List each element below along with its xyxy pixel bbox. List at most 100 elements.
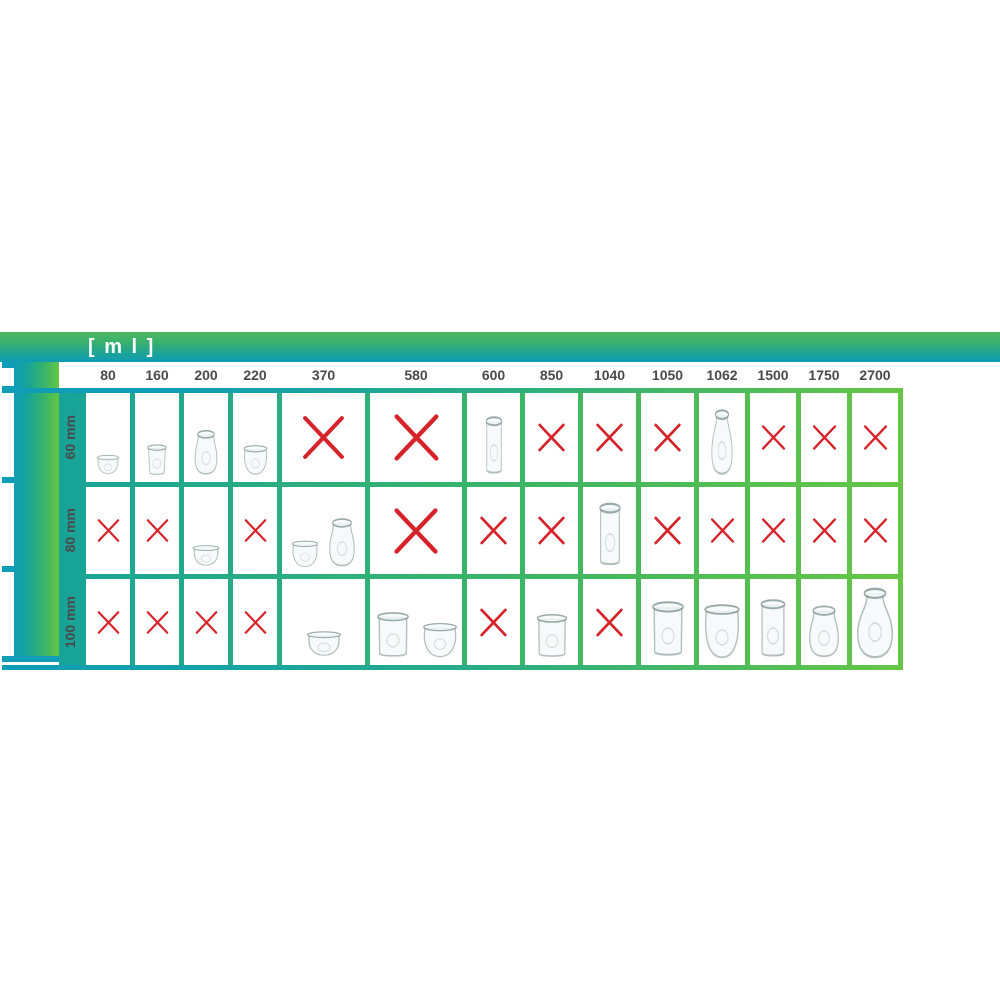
cell-60-mm-1062[interactable] [699,393,745,482]
cell-60-mm-2700[interactable] [852,393,898,482]
column-header-1750[interactable]: 1750 [801,362,847,388]
cell-80-mm-370[interactable] [282,487,365,574]
column-header-1040[interactable]: 1040 [583,362,636,388]
column-header-80[interactable]: 80 [86,362,130,388]
column-header-1050[interactable]: 1050 [641,362,694,388]
column-header-160[interactable]: 160 [135,362,179,388]
left-bar-cap-bottom [2,656,62,662]
cell-100-mm-600[interactable] [467,579,520,665]
cell-80-mm-2700[interactable] [852,487,898,574]
cell-60-mm-1050[interactable] [641,393,694,482]
jar-icon-mold-straight [645,595,691,661]
column-header-580[interactable]: 580 [370,362,462,388]
cell-content [852,579,898,665]
unavailable-x-icon [233,487,277,574]
cell-content [370,579,462,665]
column-header-370[interactable]: 370 [282,362,365,388]
jar-icon-tulip [288,536,322,570]
cell-100-mm-1500[interactable] [750,579,796,665]
cell-80-mm-1050[interactable] [641,487,694,574]
jar-icon-tulip-low [301,625,347,661]
cell-100-mm-200[interactable] [184,579,228,665]
cell-content [135,487,179,574]
cell-content [641,487,694,574]
cell-100-mm-1040[interactable] [583,579,636,665]
cell-content [583,393,636,482]
unavailable-x-icon [750,393,796,482]
column-header-1500[interactable]: 1500 [750,362,796,388]
column-header-2700[interactable]: 2700 [852,362,898,388]
cell-60-mm-80[interactable] [86,393,130,482]
cell-60-mm-1750[interactable] [801,393,847,482]
unavailable-x-icon [852,487,898,574]
cell-content [699,579,745,665]
cell-80-mm-220[interactable] [233,487,277,574]
cell-80-mm-80[interactable] [86,487,130,574]
table-bottom-edge [2,665,903,670]
cell-80-mm-600[interactable] [467,487,520,574]
cell-100-mm-2700[interactable] [852,579,898,665]
cell-80-mm-850[interactable] [525,487,578,574]
cell-100-mm-160[interactable] [135,579,179,665]
cell-80-mm-200[interactable] [184,487,228,574]
unavailable-x-icon [583,579,636,665]
cell-80-mm-1040[interactable] [583,487,636,574]
cell-60-mm-580[interactable] [370,393,462,482]
unavailable-x-icon [135,487,179,574]
cell-60-mm-220[interactable] [233,393,277,482]
cell-60-mm-160[interactable] [135,393,179,482]
cell-80-mm-1062[interactable] [699,487,745,574]
cell-content [233,487,277,574]
cell-80-mm-1500[interactable] [750,487,796,574]
cell-content [641,393,694,482]
cell-100-mm-80[interactable] [86,579,130,665]
cell-60-mm-1040[interactable] [583,393,636,482]
cell-60-mm-370[interactable] [282,393,365,482]
column-header-220[interactable]: 220 [233,362,277,388]
cell-content [467,487,520,574]
jar-icon-deco-waist [190,426,222,478]
cell-content [583,487,636,574]
cell-content [233,393,277,482]
cell-60-mm-1500[interactable] [750,393,796,482]
left-tick-row3 [2,566,16,572]
cell-content [467,393,520,482]
cell-100-mm-850[interactable] [525,579,578,665]
cell-100-mm-1050[interactable] [641,579,694,665]
cell-content [801,487,847,574]
cell-60-mm-850[interactable] [525,393,578,482]
cell-content [467,579,520,665]
cell-60-mm-200[interactable] [184,393,228,482]
jar-icon-tulip-tall [699,599,745,661]
column-header-600[interactable]: 600 [467,362,520,388]
cell-content [699,393,745,482]
header-separator [2,388,903,393]
cell-100-mm-1062[interactable] [699,579,745,665]
cell-100-mm-220[interactable] [233,579,277,665]
cell-content [282,393,365,482]
unavailable-x-icon [641,393,694,482]
cell-80-mm-160[interactable] [135,487,179,574]
cell-100-mm-580[interactable] [370,579,462,665]
column-header-850[interactable]: 850 [525,362,578,388]
cell-content [184,393,228,482]
jar-icon-cylinder [752,595,794,661]
cell-80-mm-580[interactable] [370,487,462,574]
row-label-text: 60 mm [62,415,78,460]
unavailable-x-icon [184,579,228,665]
column-header-200[interactable]: 200 [184,362,228,388]
cell-80-mm-1750[interactable] [801,487,847,574]
cell-60-mm-600[interactable] [467,393,520,482]
cell-content [525,487,578,574]
cell-content [86,579,130,665]
column-header-1062[interactable]: 1062 [699,362,745,388]
jar-icon-mold-tapered [142,440,172,478]
cell-100-mm-370[interactable] [282,579,365,665]
cell-content [86,487,130,574]
row-label-80-mm: 80 mm [59,487,81,574]
cell-100-mm-1750[interactable] [801,579,847,665]
unit-header-band [0,332,1000,362]
left-gradient-bar [14,362,59,662]
jar-icon-mold-straight [530,609,574,661]
